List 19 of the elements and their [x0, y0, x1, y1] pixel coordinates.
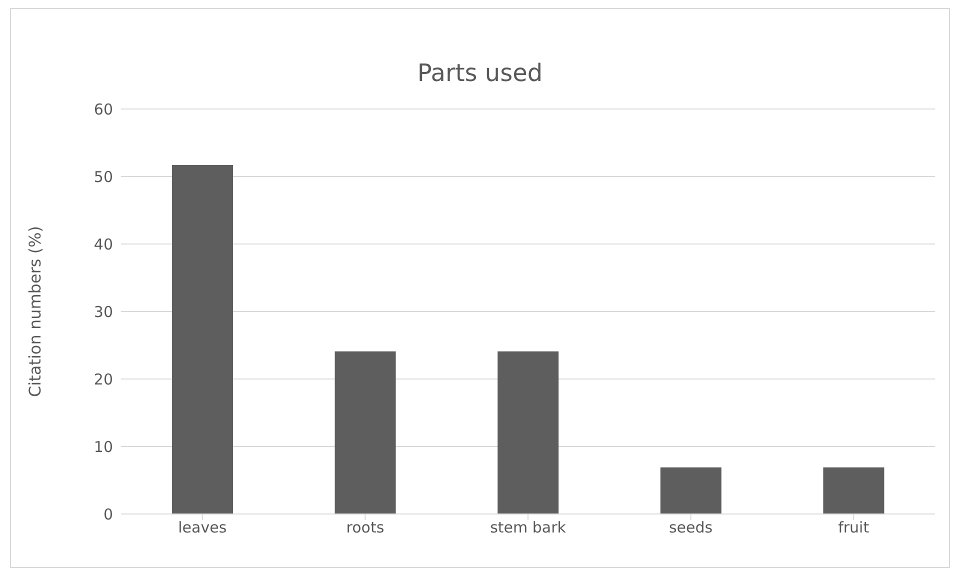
y-tick-label: 30	[94, 302, 113, 321]
y-tick-label: 10	[94, 438, 113, 456]
bar	[172, 165, 233, 514]
bar	[823, 467, 884, 514]
y-tick-label: 0	[103, 505, 113, 524]
chart-title: Parts used	[416, 59, 544, 87]
bar	[660, 467, 722, 514]
y-tick-label: 60	[94, 100, 113, 118]
y-tick-label: 50	[94, 168, 113, 186]
x-tick-label: leaves	[178, 518, 227, 537]
bar	[334, 351, 396, 514]
y-tick-label: 20	[94, 370, 113, 388]
x-tick-label: seeds	[668, 518, 713, 537]
bar	[498, 351, 559, 514]
y-axis-title: Citation numbers (%)	[26, 226, 45, 397]
x-tick-label: stem bark	[490, 518, 566, 537]
x-tick-label: roots	[346, 518, 384, 537]
y-tick-label: 40	[94, 235, 113, 254]
x-tick-label: fruit	[838, 518, 870, 537]
